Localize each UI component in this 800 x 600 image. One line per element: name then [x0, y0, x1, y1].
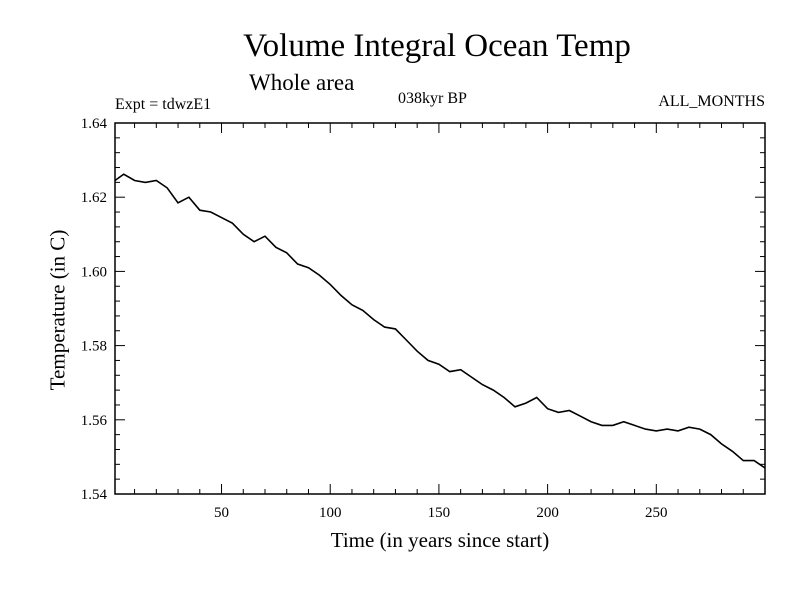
experiment-label: Expt = tdwzE1 — [115, 96, 212, 113]
plot-frame — [114, 122, 766, 495]
months-label: ALL_MONTHS — [658, 93, 765, 110]
chart-subtitle: Whole area — [249, 70, 355, 95]
x-tick-label: 250 — [645, 505, 668, 521]
y-tick-label: 1.54 — [81, 487, 108, 503]
x-axis-label: Time (in years since start) — [330, 528, 550, 552]
series-line — [114, 173, 766, 469]
y-tick-label: 1.62 — [81, 190, 107, 206]
y-tick-label: 1.60 — [81, 264, 107, 280]
axis-tick-labels: 50 100 150 200 250 1.54 1.56 1.58 1.60 1.62 1.64 — [81, 116, 668, 521]
axis-ticks — [115, 122, 765, 495]
y-tick-label: 1.64 — [81, 116, 108, 132]
y-tick-label: 1.58 — [81, 339, 107, 355]
x-tick-label: 50 — [214, 505, 229, 521]
period-label: 038kyr BP — [398, 90, 467, 107]
x-tick-label: 100 — [319, 505, 342, 521]
chart-title: Volume Integral Ocean Temp — [243, 28, 631, 64]
y-tick-label: 1.56 — [81, 413, 108, 429]
x-tick-label: 150 — [428, 505, 451, 521]
x-tick-label: 200 — [536, 505, 559, 521]
